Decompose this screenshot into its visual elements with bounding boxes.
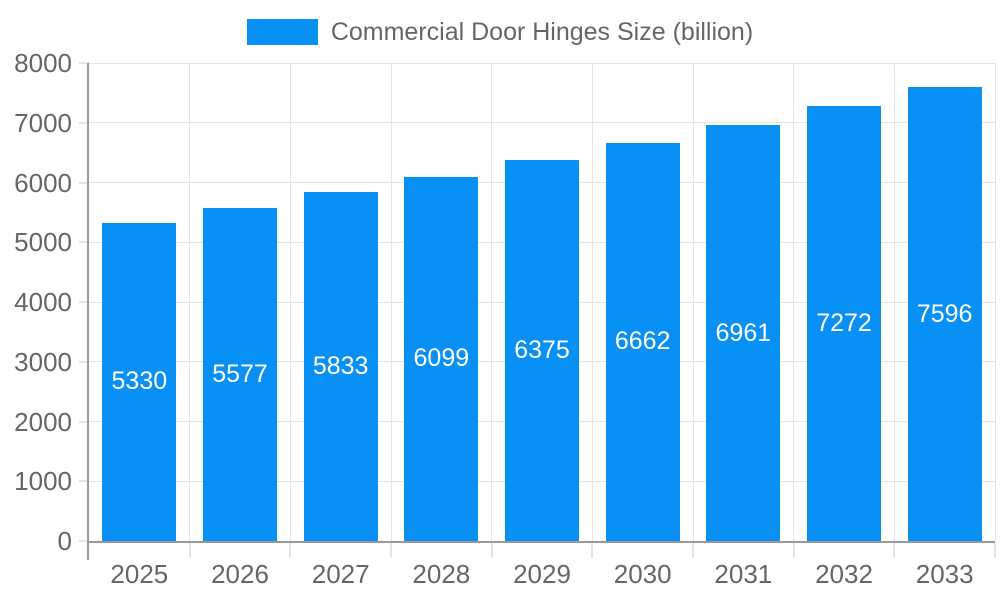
x-tick-label: 2028 xyxy=(412,559,471,589)
y-tick xyxy=(79,301,89,303)
bar-2028[interactable] xyxy=(404,176,479,541)
x-tick-label: 2031 xyxy=(714,559,773,589)
y-tick xyxy=(79,540,89,542)
x-tick-label: 2029 xyxy=(513,559,571,589)
y-tick-label: 4000 xyxy=(14,287,72,317)
bar-2029[interactable] xyxy=(505,160,579,541)
x-tick xyxy=(591,543,594,558)
x-axis-line xyxy=(89,541,995,543)
bar-2033[interactable] xyxy=(907,87,982,541)
y-tick-label: 8000 xyxy=(14,48,72,78)
bar-value-label: 6961 xyxy=(715,318,772,347)
x-tick xyxy=(994,543,996,558)
y-gridline xyxy=(89,62,995,64)
y-tick-label: 0 xyxy=(57,526,72,556)
y-tick-label: 7000 xyxy=(14,107,72,138)
y-gridline xyxy=(89,122,995,124)
x-tick xyxy=(893,543,896,558)
legend-label: Commercial Door Hinges Size (billion) xyxy=(330,18,754,46)
bar-2027[interactable] xyxy=(303,192,378,541)
bar-value-label: 6662 xyxy=(614,327,671,356)
y-tick xyxy=(79,181,89,184)
bar-value-label: 6099 xyxy=(413,344,470,373)
y-tick xyxy=(79,420,89,423)
x-gridline xyxy=(893,63,895,541)
y-tick-label: 1000 xyxy=(14,466,72,497)
y-tick-label: 3000 xyxy=(14,346,72,377)
x-gridline xyxy=(793,63,795,541)
x-tick-label: 2030 xyxy=(613,559,672,589)
x-tick xyxy=(188,543,191,558)
x-tick xyxy=(692,543,694,558)
y-tick-label: 5000 xyxy=(14,227,72,258)
x-gridline xyxy=(591,63,593,541)
x-tick xyxy=(390,543,392,558)
x-gridline xyxy=(189,63,191,541)
bar-2031[interactable] xyxy=(706,125,781,541)
y-axis-line xyxy=(87,63,89,560)
bar-value-label: 5833 xyxy=(312,352,369,381)
x-gridline xyxy=(994,63,996,541)
x-gridline xyxy=(390,63,392,541)
bar-2026[interactable] xyxy=(203,207,277,541)
x-tick-label: 2025 xyxy=(110,559,169,589)
y-tick xyxy=(79,480,89,483)
x-gridline xyxy=(289,63,291,541)
bar-value-label: 5577 xyxy=(212,359,268,388)
bar-value-label: 6375 xyxy=(514,336,570,365)
x-gridline xyxy=(491,63,493,541)
x-tick xyxy=(490,543,493,558)
legend-swatch xyxy=(246,19,318,45)
bar-2032[interactable] xyxy=(807,106,881,541)
y-tick xyxy=(79,62,89,64)
bar-value-label: 5330 xyxy=(111,367,168,396)
bar-2025[interactable] xyxy=(102,222,177,541)
x-tick-label: 2026 xyxy=(211,559,269,589)
y-tick xyxy=(79,241,89,244)
y-tick xyxy=(79,360,89,363)
x-tick-label: 2033 xyxy=(915,559,974,589)
x-tick xyxy=(792,543,795,558)
x-tick-label: 2027 xyxy=(311,559,370,589)
y-tick-label: 2000 xyxy=(14,406,72,437)
y-tick-label: 6000 xyxy=(14,167,72,198)
x-gridline xyxy=(692,63,694,541)
bar-value-label: 7272 xyxy=(816,309,872,338)
x-tick xyxy=(289,543,292,558)
bar-2030[interactable] xyxy=(605,142,680,541)
x-tick-label: 2032 xyxy=(815,559,873,589)
bar-value-label: 7596 xyxy=(916,299,973,328)
y-tick xyxy=(79,121,89,124)
chart-legend[interactable]: Commercial Door Hinges Size (billion) xyxy=(0,19,1000,45)
